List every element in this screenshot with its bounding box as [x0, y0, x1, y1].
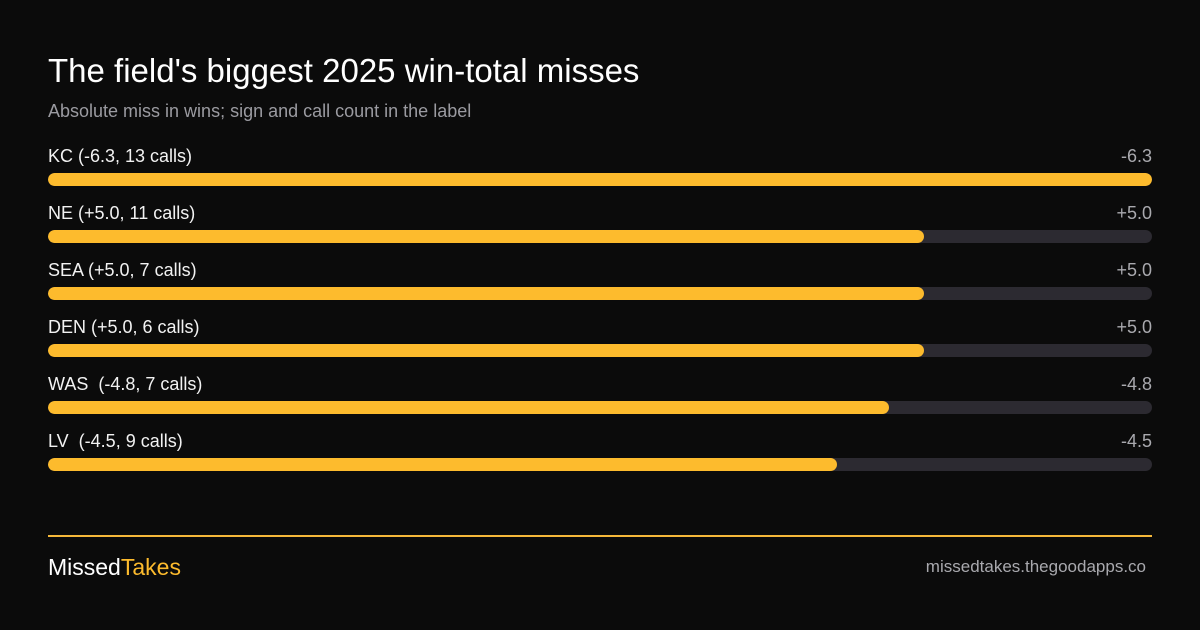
bar — [48, 344, 925, 357]
footer-divider — [48, 535, 1152, 537]
bar-row-header: KC (-6.3, 13 calls) -6.3 — [48, 143, 1152, 169]
brand-logo: MissedTakes — [48, 553, 181, 581]
site-url: missedtakes.thegoodapps.co — [925, 557, 1146, 576]
brand-name-part2: Takes — [120, 554, 181, 580]
bar-row: WAS (-4.8, 7 calls) -4.8 — [48, 371, 1152, 428]
bar-value-label: -4.8 — [1120, 374, 1152, 394]
bar-value-label: +5.0 — [1116, 317, 1152, 337]
bar-track — [48, 230, 1152, 243]
bar-row: DEN (+5.0, 6 calls) +5.0 — [48, 314, 1152, 371]
chart-subtitle: Absolute miss in wins; sign and call cou… — [48, 101, 472, 121]
bar — [48, 287, 925, 300]
bar-label: DEN (+5.0, 6 calls) — [48, 317, 200, 337]
bar-label: WAS (-4.8, 7 calls) — [48, 374, 203, 394]
bar-row: NE (+5.0, 11 calls) +5.0 — [48, 200, 1152, 257]
brand-name-part1: Missed — [48, 554, 121, 580]
bar-row: KC (-6.3, 13 calls) -6.3 — [48, 143, 1152, 200]
bar-label: SEA (+5.0, 7 calls) — [48, 260, 197, 280]
bar-value-label: -4.5 — [1120, 431, 1152, 451]
bar-row-header: DEN (+5.0, 6 calls) +5.0 — [48, 314, 1152, 340]
chart-title: The field's biggest 2025 win-total misse… — [48, 52, 640, 89]
bar-label: KC (-6.3, 13 calls) — [48, 146, 193, 166]
bar-row-header: NE (+5.0, 11 calls) +5.0 — [48, 200, 1152, 226]
bar-track — [48, 287, 1152, 300]
bar-value-label: +5.0 — [1116, 203, 1152, 223]
bar — [48, 458, 837, 471]
bar-row-header: WAS (-4.8, 7 calls) -4.8 — [48, 371, 1152, 397]
bar — [48, 230, 925, 243]
bar-row-header: SEA (+5.0, 7 calls) +5.0 — [48, 257, 1152, 283]
bar-list: KC (-6.3, 13 calls) -6.3 NE (+5.0, 11 call… — [48, 143, 1152, 485]
bar-track — [48, 344, 1152, 357]
bar-value-label: -6.3 — [1120, 146, 1152, 166]
bar-track — [48, 401, 1152, 414]
bar-row: SEA (+5.0, 7 calls) +5.0 — [48, 257, 1152, 314]
bar-label: LV (-4.5, 9 calls) — [48, 431, 183, 451]
bar-track — [48, 458, 1152, 471]
bar-row: LV (-4.5, 9 calls) -4.5 — [48, 428, 1152, 485]
bar-label: NE (+5.0, 11 calls) — [48, 203, 196, 223]
bar — [48, 173, 1152, 186]
bar-track — [48, 173, 1152, 186]
bar — [48, 401, 890, 414]
bar-value-label: +5.0 — [1116, 260, 1152, 280]
bar-row-header: LV (-4.5, 9 calls) -4.5 — [48, 428, 1152, 454]
